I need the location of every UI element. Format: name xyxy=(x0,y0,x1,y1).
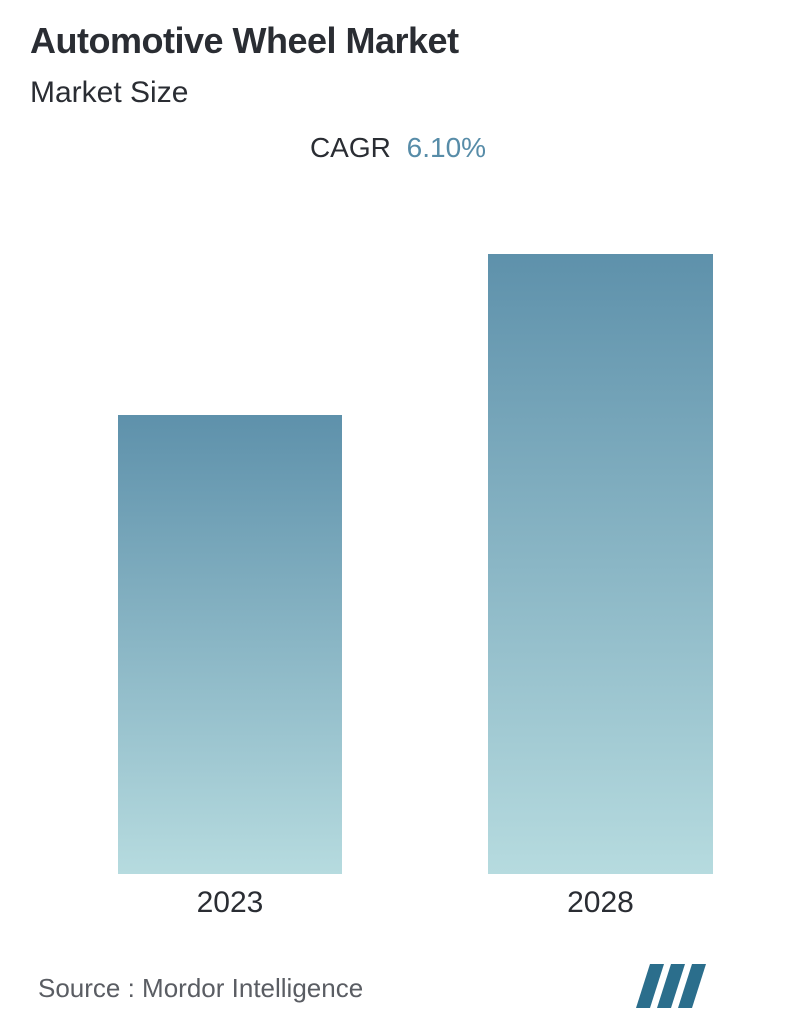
subtitle: Market Size xyxy=(30,76,766,110)
mordor-logo-icon xyxy=(636,964,706,1008)
bar-2028 xyxy=(488,254,713,874)
cagr-row: CAGR 6.10% xyxy=(30,132,766,164)
bar-label-2028: 2028 xyxy=(486,886,716,920)
cagr-label: CAGR xyxy=(310,132,391,163)
bar-2023 xyxy=(118,415,342,874)
bar-label-2023: 2023 xyxy=(115,886,345,920)
bar-chart: 20232028 xyxy=(48,174,748,874)
source-text: Source : Mordor Intelligence xyxy=(38,973,363,1004)
cagr-value: 6.10% xyxy=(407,132,486,163)
page-title: Automotive Wheel Market xyxy=(30,20,766,62)
